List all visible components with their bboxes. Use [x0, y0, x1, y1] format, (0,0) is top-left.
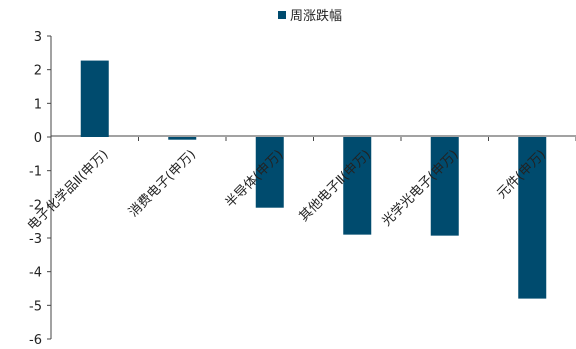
bar — [518, 137, 547, 299]
y-tick-label: 2 — [34, 64, 42, 79]
y-tick-label: 0 — [34, 131, 42, 146]
x-axis-ticks — [50, 137, 576, 141]
y-tick-label: 3 — [34, 30, 42, 45]
legend-label: 周涨跌幅 — [290, 8, 342, 24]
bars — [80, 60, 547, 299]
legend: 周涨跌幅 — [278, 8, 342, 24]
legend-swatch — [278, 11, 286, 19]
y-tick-label: -5 — [29, 299, 42, 314]
y-axis-ticks: 3 2 1 0 -1 -2 -3 -4 -5 -6 — [29, 30, 51, 348]
y-tick-label: -3 — [29, 232, 42, 247]
category-label: 消费电子(申万) — [126, 147, 199, 220]
bar — [80, 60, 109, 137]
y-tick-label: -1 — [29, 165, 42, 180]
category-labels: 电子化学品Ⅱ(申万) 消费电子(申万) 半导体(申万) 其他电子Ⅱ(申万) 光学光电子(… — [24, 147, 549, 234]
bar — [343, 137, 372, 235]
y-tick-label: 1 — [34, 97, 42, 112]
y-tick-label: -6 — [29, 333, 42, 348]
bar — [168, 137, 197, 140]
y-tick-label: -4 — [29, 266, 42, 281]
bar — [255, 137, 284, 208]
y-tick-label: -2 — [29, 198, 42, 213]
category-label: 电子化学品Ⅱ(申万) — [24, 147, 111, 234]
bar — [430, 137, 459, 236]
